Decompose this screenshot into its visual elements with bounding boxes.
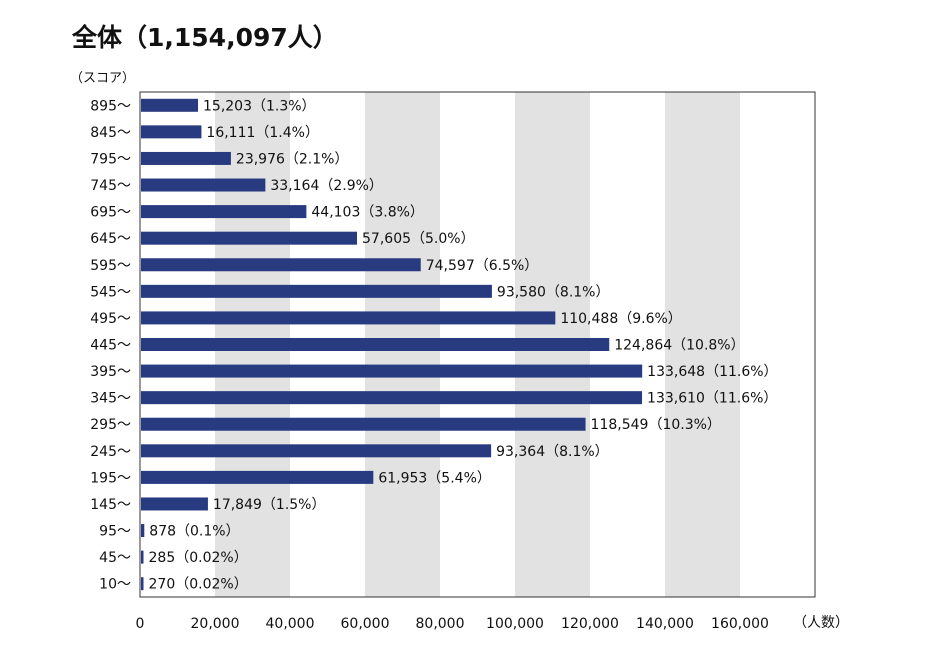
category-label: 745〜 bbox=[90, 178, 131, 194]
data-label: 124,864（10.8%） bbox=[614, 338, 744, 354]
category-label: 495〜 bbox=[90, 311, 131, 327]
bar bbox=[141, 338, 610, 351]
data-label: 74,597（6.5%） bbox=[426, 258, 539, 274]
bar bbox=[141, 231, 358, 245]
bar bbox=[141, 311, 556, 325]
data-label: 23,976（2.1%） bbox=[236, 151, 349, 167]
bar bbox=[141, 284, 492, 298]
x-tick-label: 40,000 bbox=[266, 616, 315, 632]
data-label: 133,648（11.6%） bbox=[647, 364, 777, 380]
category-label: 445〜 bbox=[90, 338, 131, 354]
bar bbox=[141, 258, 421, 272]
category-label: 595〜 bbox=[90, 258, 131, 274]
bars bbox=[141, 98, 643, 591]
bar bbox=[141, 524, 145, 538]
bar bbox=[141, 364, 643, 378]
bar bbox=[141, 470, 374, 484]
x-tick-label: 100,000 bbox=[486, 616, 544, 632]
category-label: 645〜 bbox=[90, 231, 131, 247]
category-label: 395〜 bbox=[90, 364, 131, 380]
data-label: 93,364（8.1%） bbox=[496, 444, 609, 460]
data-label: 93,580（8.1%） bbox=[497, 284, 610, 300]
x-tick-label: 140,000 bbox=[636, 616, 694, 632]
x-tick-label: 80,000 bbox=[416, 616, 465, 632]
category-label: 695〜 bbox=[90, 205, 131, 221]
plot-frame bbox=[139, 91, 816, 598]
x-tick-label: 0 bbox=[136, 616, 145, 632]
x-tick-labels: 0 20,000 40,000 60,000 80,000 100,000 120,000 1… bbox=[136, 616, 769, 632]
data-label: 16,111（1.4%） bbox=[206, 125, 319, 141]
data-label: 57,605（5.0%） bbox=[362, 231, 475, 247]
bar bbox=[141, 125, 202, 139]
data-label: 17,849（1.5%） bbox=[213, 497, 326, 513]
category-label: 45〜 bbox=[99, 550, 131, 566]
bar bbox=[141, 178, 266, 192]
category-label: 245〜 bbox=[90, 444, 131, 460]
category-label: 895〜 bbox=[90, 98, 131, 114]
data-label: 44,103（3.8%） bbox=[311, 205, 424, 221]
category-label: 145〜 bbox=[90, 497, 131, 513]
data-label: 133,610（11.6%） bbox=[647, 391, 777, 407]
data-label: 270（0.02%） bbox=[149, 577, 248, 593]
x-axis-label: （人数） bbox=[793, 615, 849, 631]
bar bbox=[141, 417, 586, 431]
bar bbox=[141, 151, 231, 165]
category-label: 295〜 bbox=[90, 417, 131, 433]
data-label: 878（0.1%） bbox=[149, 524, 239, 540]
data-label: 118,549（10.3%） bbox=[591, 417, 721, 433]
category-label: 845〜 bbox=[90, 125, 131, 141]
bar bbox=[141, 205, 307, 219]
x-tick-label: 20,000 bbox=[191, 616, 240, 632]
category-label: 345〜 bbox=[90, 391, 131, 407]
grid-band bbox=[665, 92, 740, 597]
bar bbox=[141, 444, 492, 458]
category-label: 195〜 bbox=[90, 470, 131, 486]
data-label: 110,488（9.6%） bbox=[560, 311, 681, 327]
category-labels: 895〜 845〜 795〜 745〜 695〜 645〜 595〜 545〜 495〜 445〜… bbox=[90, 98, 131, 592]
bar bbox=[141, 497, 208, 511]
data-label: 15,203（1.3%） bbox=[203, 98, 316, 114]
data-labels: 15,203（1.3%） 16,111（1.4%） 23,976（2.1%） 33,1… bbox=[149, 98, 778, 592]
category-label: 10〜 bbox=[99, 577, 131, 593]
data-label: 33,164（2.9%） bbox=[270, 178, 383, 194]
x-tick-label: 160,000 bbox=[711, 616, 769, 632]
data-label: 61,953（5.4%） bbox=[378, 470, 491, 486]
x-tick-label: 60,000 bbox=[341, 616, 390, 632]
category-label: 795〜 bbox=[90, 151, 131, 167]
data-label: 285（0.02%） bbox=[149, 550, 248, 566]
category-label: 95〜 bbox=[99, 524, 131, 540]
category-label: 545〜 bbox=[90, 284, 131, 300]
x-tick-label: 120,000 bbox=[561, 616, 619, 632]
chart-title: 全体（1,154,097人） bbox=[72, 23, 338, 52]
bar bbox=[141, 550, 144, 564]
bar bbox=[141, 577, 144, 591]
y-axis-label: （スコア） bbox=[70, 71, 135, 86]
bar bbox=[141, 391, 643, 405]
bar bbox=[141, 98, 199, 112]
